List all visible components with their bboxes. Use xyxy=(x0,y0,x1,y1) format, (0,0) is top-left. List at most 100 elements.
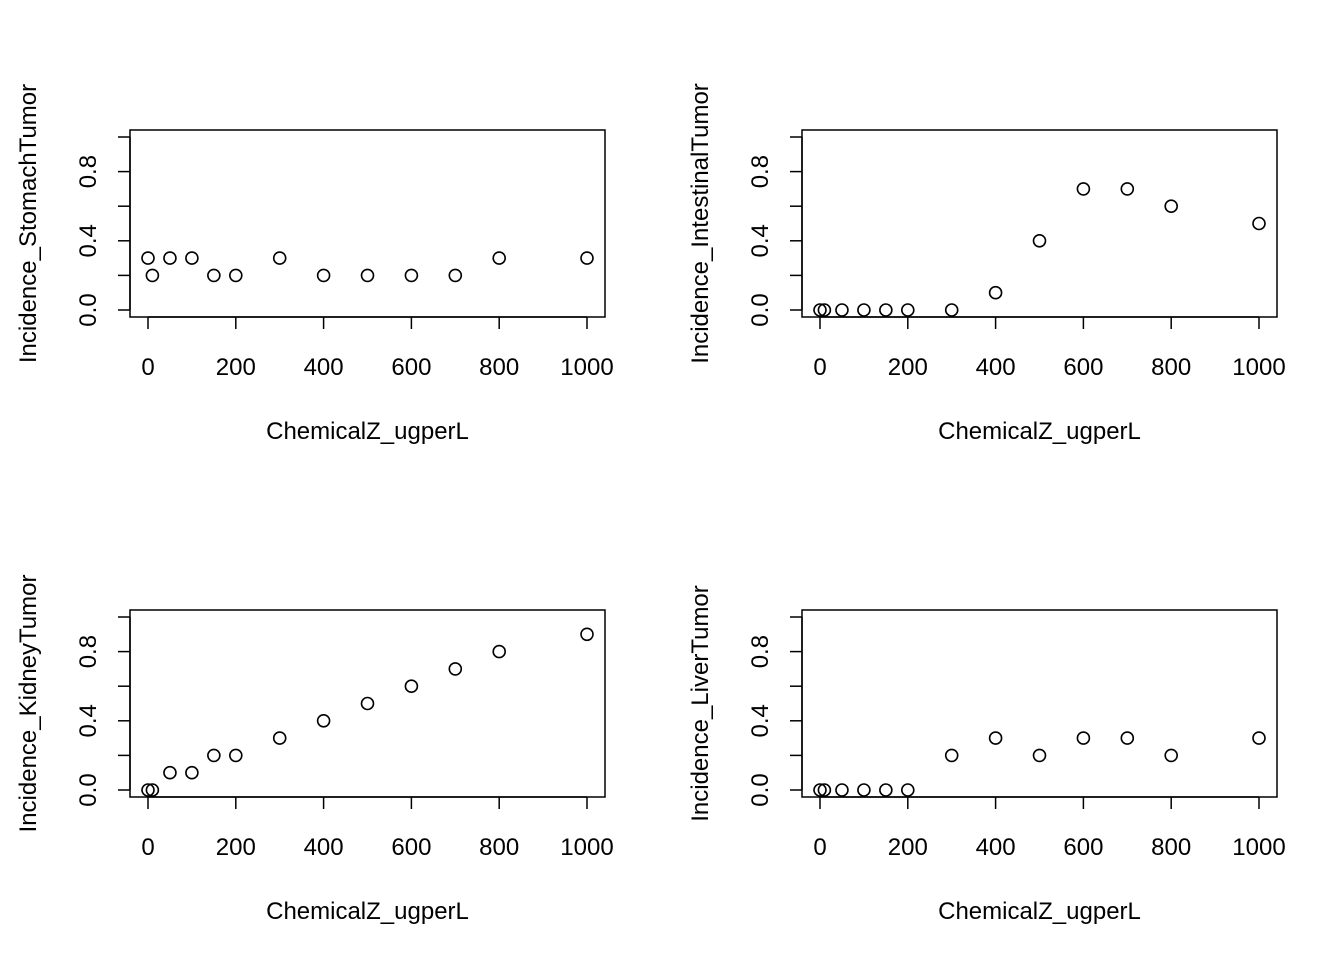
data-point xyxy=(360,696,375,711)
x-tick-label: 200 xyxy=(216,834,256,861)
y-tick-label: 0.0 xyxy=(75,293,102,326)
data-point xyxy=(944,303,959,317)
x-tick-label: 800 xyxy=(479,354,519,381)
data-point xyxy=(448,662,463,676)
data-point xyxy=(879,303,893,317)
data-point xyxy=(1252,216,1266,231)
data-point xyxy=(492,644,507,659)
x-tick-label: 0 xyxy=(813,354,826,381)
data-point xyxy=(163,251,177,265)
x-tick-label: 600 xyxy=(391,354,431,381)
data-point xyxy=(492,251,507,265)
data-point xyxy=(272,251,287,265)
data-point xyxy=(813,303,827,317)
data-point xyxy=(145,268,160,283)
data-point xyxy=(1164,748,1178,763)
data-point xyxy=(817,783,832,797)
data-point xyxy=(141,251,155,265)
data-point xyxy=(1076,182,1091,196)
plot-frame xyxy=(801,129,1278,318)
x-axis-title: ChemicalZ_ugperL xyxy=(938,898,1141,925)
y-tick-label: 0.0 xyxy=(75,773,102,806)
chart-panel-2: 0 200 400 600 800 1000 0.0 0.4 0.8 ChemicalZ_ugpe… xyxy=(687,83,1286,445)
data-point xyxy=(145,783,160,797)
y-tick-label: 0.4 xyxy=(747,704,774,737)
data-point xyxy=(1120,182,1135,196)
x-tick-label: 400 xyxy=(304,354,344,381)
data-point xyxy=(835,783,849,797)
data-point xyxy=(944,748,959,763)
y-tick-label: 0.4 xyxy=(75,704,102,737)
x-tick-label: 200 xyxy=(216,354,256,381)
data-point xyxy=(813,783,827,797)
x-tick-label: 200 xyxy=(888,354,928,381)
data-point xyxy=(360,268,375,283)
x-tick-label: 1000 xyxy=(1232,834,1285,861)
y-tick-label: 0.8 xyxy=(747,635,774,668)
plot-frame xyxy=(129,129,606,318)
data-point xyxy=(835,303,849,317)
x-tick-label: 800 xyxy=(1151,354,1191,381)
x-axis-title: ChemicalZ_ugperL xyxy=(938,418,1141,445)
x-tick-label: 1000 xyxy=(1232,354,1285,381)
data-point xyxy=(163,765,177,780)
x-tick-label: 0 xyxy=(141,354,154,381)
data-point xyxy=(1252,731,1266,745)
data-point xyxy=(272,731,287,745)
y-tick-label: 0.8 xyxy=(747,155,774,188)
y-axis-title: Incidence_LiverTumor xyxy=(687,585,714,822)
x-tick-label: 400 xyxy=(304,834,344,861)
data-point xyxy=(817,303,832,317)
y-tick-label: 0.0 xyxy=(747,293,774,326)
data-point xyxy=(1120,731,1135,745)
x-tick-label: 600 xyxy=(1063,354,1103,381)
data-point xyxy=(988,285,1003,300)
x-tick-label: 400 xyxy=(976,834,1016,861)
data-point xyxy=(857,783,871,797)
x-tick-label: 400 xyxy=(976,354,1016,381)
y-axis-title: Incidence_IntestinalTumor xyxy=(687,83,714,364)
data-point xyxy=(988,731,1003,745)
x-tick-label: 200 xyxy=(888,834,928,861)
data-point xyxy=(316,268,331,283)
data-point xyxy=(580,627,594,642)
data-point xyxy=(185,765,199,780)
plot-frame xyxy=(129,609,606,798)
data-point xyxy=(316,713,331,728)
data-point xyxy=(580,251,594,265)
data-point xyxy=(1164,199,1178,213)
x-axis-title: ChemicalZ_ugperL xyxy=(266,418,469,445)
x-tick-label: 0 xyxy=(813,834,826,861)
data-point xyxy=(448,268,463,283)
x-tick-label: 1000 xyxy=(560,834,613,861)
chart-panel-3: 0 200 400 600 800 1000 0.0 0.4 0.8 ChemicalZ_ugpe… xyxy=(15,575,614,925)
x-tick-label: 0 xyxy=(141,834,154,861)
data-point xyxy=(229,268,243,283)
chart-panel-1: 0 200 400 600 800 1000 0.0 0.4 0.8 ChemicalZ_ugpe… xyxy=(15,84,614,445)
data-point xyxy=(404,268,419,283)
data-point xyxy=(857,303,871,317)
x-axis-title: ChemicalZ_ugperL xyxy=(266,898,469,925)
chart-panel-4: 0 200 400 600 800 1000 0.0 0.4 0.8 ChemicalZ_ugpe… xyxy=(687,585,1286,925)
data-point xyxy=(229,748,243,763)
x-tick-label: 800 xyxy=(479,834,519,861)
x-tick-label: 600 xyxy=(1063,834,1103,861)
data-point xyxy=(207,268,221,283)
data-point xyxy=(141,783,155,797)
data-point xyxy=(404,679,419,694)
data-point xyxy=(1076,731,1091,745)
y-tick-label: 0.0 xyxy=(747,773,774,806)
y-tick-label: 0.4 xyxy=(747,224,774,257)
data-point xyxy=(207,748,221,763)
y-tick-label: 0.8 xyxy=(75,635,102,668)
y-axis-title: Incidence_StomachTumor xyxy=(15,84,42,363)
data-point xyxy=(900,303,915,317)
data-point xyxy=(185,251,199,265)
y-tick-label: 0.4 xyxy=(75,224,102,257)
x-tick-label: 800 xyxy=(1151,834,1191,861)
x-tick-label: 600 xyxy=(391,834,431,861)
plot-frame xyxy=(801,609,1278,798)
data-point xyxy=(1032,748,1047,763)
data-point xyxy=(1032,234,1047,248)
